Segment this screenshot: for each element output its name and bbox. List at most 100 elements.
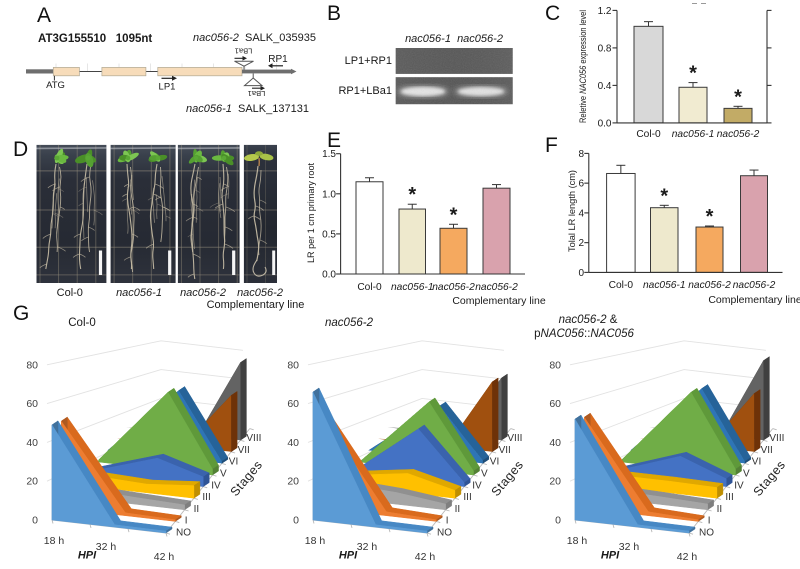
- svg-text:LP1: LP1: [159, 82, 176, 93]
- svg-text:III: III: [463, 492, 471, 503]
- svg-text:nac056-2 &: nac056-2 &: [559, 314, 618, 326]
- svg-text:AT3G155510 1095nt: AT3G155510 1095nt: [38, 33, 152, 45]
- svg-text:III: III: [202, 492, 210, 503]
- svg-text:32 h: 32 h: [357, 541, 378, 553]
- svg-text:VIII: VIII: [769, 433, 784, 444]
- svg-text:V: V: [481, 469, 488, 480]
- svg-text:*: *: [408, 184, 416, 206]
- svg-text:18 h: 18 h: [305, 535, 326, 547]
- svg-text:VIII: VIII: [246, 433, 261, 444]
- svg-text:II: II: [194, 504, 200, 515]
- svg-text:40: 40: [26, 437, 38, 449]
- svg-text:C: C: [545, 2, 560, 25]
- svg-text:Col-0: Col-0: [357, 282, 382, 293]
- svg-text:18 h: 18 h: [567, 535, 588, 547]
- svg-text:III: III: [725, 492, 733, 503]
- svg-text:F: F: [545, 134, 558, 157]
- svg-text:1.2: 1.2: [598, 6, 612, 17]
- svg-text:Reletive NAC056 expression lev: Reletive NAC056 expression level: [578, 10, 588, 123]
- svg-text:Tolal LR length (cm): Tolal LR length (cm): [567, 170, 577, 252]
- svg-text:LR per 1 cm primary root: LR per 1 cm primary root: [306, 163, 316, 263]
- svg-text:0.0: 0.0: [322, 270, 336, 281]
- svg-text:IV: IV: [734, 480, 744, 491]
- svg-text:G: G: [13, 302, 29, 325]
- svg-text:HPI: HPI: [78, 550, 97, 562]
- svg-text:nac056-1: nac056-1: [643, 280, 685, 291]
- svg-text:V: V: [220, 469, 227, 480]
- svg-text:D: D: [13, 138, 28, 161]
- svg-text:*: *: [660, 185, 668, 207]
- svg-text:2: 2: [578, 238, 584, 249]
- svg-text:VII: VII: [238, 445, 250, 456]
- svg-text:NO: NO: [437, 528, 452, 539]
- svg-text:0.5: 0.5: [322, 229, 336, 240]
- svg-text:nac056-1: nac056-1: [672, 129, 714, 140]
- svg-text:E: E: [327, 129, 341, 152]
- svg-text:60: 60: [287, 398, 299, 410]
- svg-text:80: 80: [287, 359, 299, 371]
- svg-text:LBa1: LBa1: [248, 89, 266, 98]
- svg-text:B: B: [327, 2, 341, 25]
- svg-text:40: 40: [549, 437, 561, 449]
- svg-text:nac056-1: nac056-1: [391, 282, 433, 293]
- svg-text:Col-0: Col-0: [609, 280, 634, 291]
- svg-text:nac056-2: nac056-2: [733, 280, 776, 291]
- svg-text:nac056-2: nac056-2: [717, 129, 760, 140]
- svg-text:LP1+RP1: LP1+RP1: [345, 55, 392, 67]
- svg-text:HPI: HPI: [601, 550, 620, 562]
- svg-text:1.5: 1.5: [322, 149, 336, 160]
- svg-text:6: 6: [578, 179, 584, 190]
- svg-text:80: 80: [26, 359, 38, 371]
- svg-text:8: 8: [578, 149, 584, 160]
- svg-text:nac056-2: nac056-2: [457, 33, 503, 45]
- svg-text:*: *: [689, 63, 697, 85]
- svg-text:0: 0: [293, 515, 299, 527]
- svg-text:I: I: [446, 516, 449, 527]
- svg-text:Col-0: Col-0: [68, 317, 95, 329]
- svg-text:nac056-2: nac056-2: [432, 282, 475, 293]
- svg-text:VI: VI: [229, 457, 238, 468]
- svg-text:0: 0: [578, 268, 584, 279]
- svg-text:Complementary line: Complementary line: [708, 294, 800, 306]
- svg-text:nac056-1: nac056-1: [116, 287, 162, 299]
- svg-text:nac056-2: nac056-2: [688, 280, 731, 291]
- svg-text:VI: VI: [490, 457, 499, 468]
- svg-text:42 h: 42 h: [677, 551, 698, 563]
- svg-text:4: 4: [578, 208, 584, 219]
- svg-text:IV: IV: [211, 480, 221, 491]
- svg-text:VII: VII: [761, 445, 773, 456]
- svg-text:*: *: [734, 86, 742, 108]
- svg-text:VI: VI: [752, 457, 761, 468]
- svg-text:18 h: 18 h: [44, 535, 65, 547]
- svg-text:Col-0: Col-0: [57, 287, 83, 299]
- svg-text:nac056-2: nac056-2: [475, 282, 518, 293]
- svg-text:RP1+LBa1: RP1+LBa1: [338, 85, 392, 97]
- svg-text:42 h: 42 h: [415, 551, 436, 563]
- svg-text:20: 20: [549, 476, 561, 488]
- svg-text:pNAC056::NAC056: pNAC056::NAC056: [534, 328, 634, 340]
- svg-text:60: 60: [26, 398, 38, 410]
- svg-text:Complementary line: Complementary line: [207, 299, 305, 311]
- svg-text:Col-0: Col-0: [636, 129, 661, 140]
- svg-text:0.8: 0.8: [598, 43, 612, 54]
- svg-text:II: II: [717, 504, 723, 515]
- svg-text:V: V: [743, 469, 750, 480]
- svg-text:0: 0: [32, 515, 38, 527]
- svg-text:40: 40: [287, 437, 299, 449]
- svg-text:Complementary line: Complementary line: [452, 295, 546, 307]
- svg-text:VIII: VIII: [507, 433, 522, 444]
- svg-text:42 h: 42 h: [154, 551, 175, 563]
- svg-text:*: *: [450, 204, 458, 226]
- svg-text:nac056-1: nac056-1: [405, 33, 451, 45]
- svg-text:0.4: 0.4: [598, 81, 612, 92]
- svg-text:0.0: 0.0: [598, 118, 612, 129]
- svg-text:nac056-2: nac056-2: [237, 287, 283, 299]
- svg-text:20: 20: [26, 476, 38, 488]
- svg-text:VII: VII: [499, 445, 511, 456]
- svg-text:LBa1: LBa1: [235, 47, 253, 56]
- svg-text:IV: IV: [472, 480, 482, 491]
- svg-text:nac056-2 SALK_035935: nac056-2 SALK_035935: [193, 32, 316, 44]
- svg-text:NO: NO: [699, 528, 714, 539]
- svg-text:nac056-2: nac056-2: [325, 317, 374, 329]
- svg-text:60: 60: [549, 398, 561, 410]
